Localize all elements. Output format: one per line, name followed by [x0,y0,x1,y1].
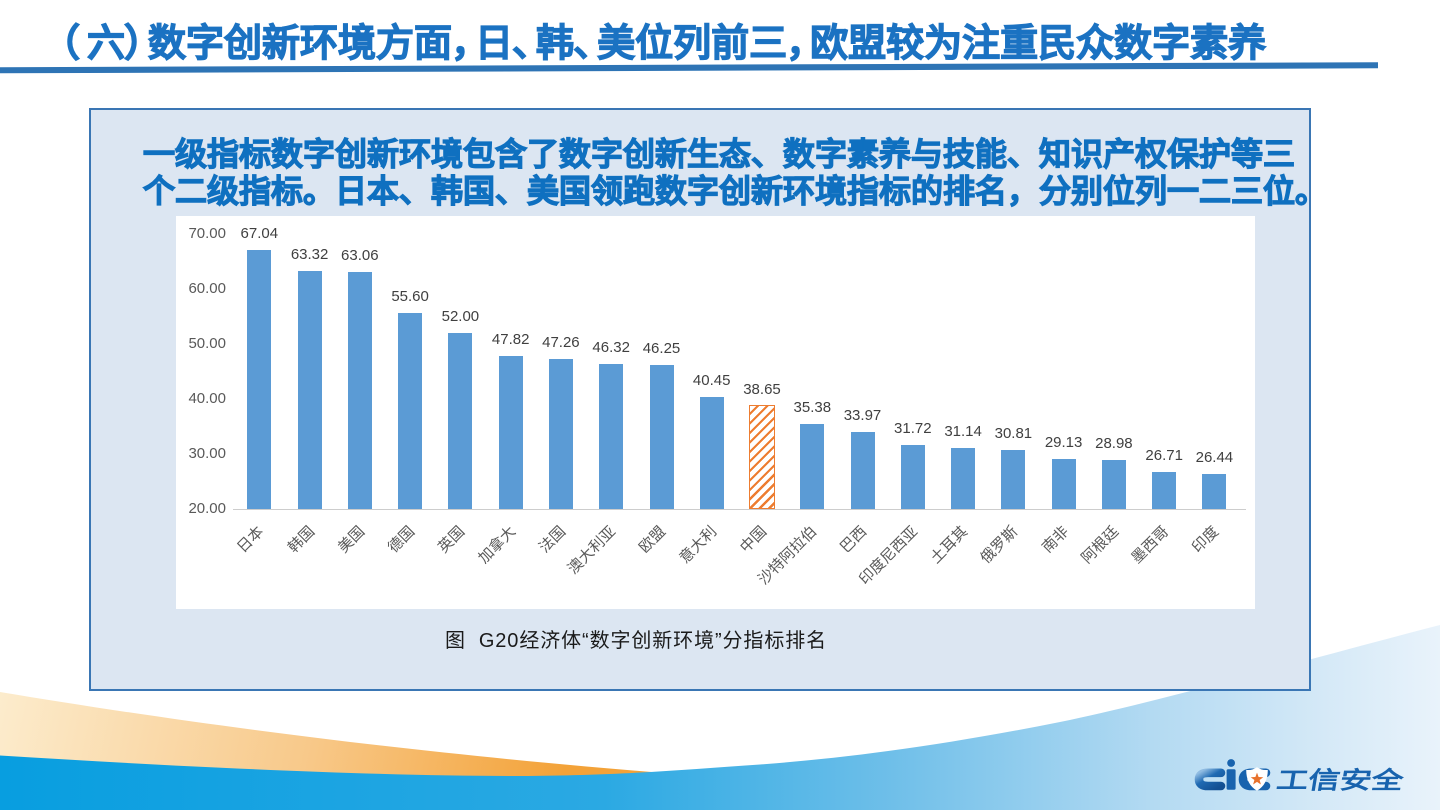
svg-text:工信安全: 工信安全 [1275,766,1407,793]
